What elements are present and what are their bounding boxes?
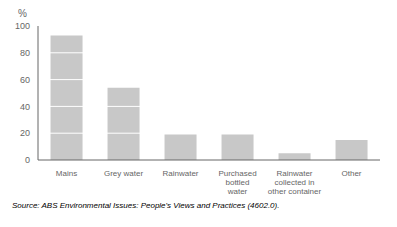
svg-text:20: 20	[20, 128, 30, 138]
svg-text:Grey water: Grey water	[104, 169, 143, 178]
svg-text:Other: Other	[341, 169, 361, 178]
svg-text:40: 40	[20, 102, 30, 112]
svg-text:100: 100	[15, 21, 30, 31]
svg-text:Rainwater: Rainwater	[162, 169, 198, 178]
svg-text:Purchasedbottledwater: Purchasedbottledwater	[218, 169, 256, 196]
svg-text:60: 60	[20, 75, 30, 85]
svg-text:Mains: Mains	[56, 169, 77, 178]
html-text:Source: ABS Environmental Issu: Source: ABS Environmental Issues: People…	[12, 201, 280, 210]
svg-text:Rainwatercollected inother con: Rainwatercollected inother container	[268, 169, 322, 196]
svg-text:80: 80	[20, 48, 30, 58]
svg-text:0: 0	[25, 155, 30, 165]
